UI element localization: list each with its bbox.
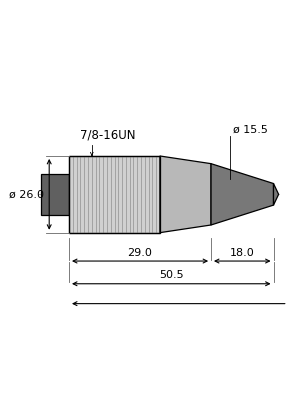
Text: ø 15.5: ø 15.5	[233, 125, 268, 135]
Text: 7/8-16UN: 7/8-16UN	[80, 129, 136, 142]
Text: 29.0: 29.0	[128, 248, 152, 258]
Polygon shape	[274, 184, 279, 205]
Text: ø 26.0: ø 26.0	[8, 189, 44, 199]
Bar	[69, 156, 160, 233]
Bar	[41, 174, 69, 215]
Bar	[69, 156, 160, 233]
Text: 50.5: 50.5	[159, 270, 184, 280]
Text: 18.0: 18.0	[230, 248, 255, 258]
Polygon shape	[160, 156, 211, 233]
Polygon shape	[211, 164, 274, 225]
